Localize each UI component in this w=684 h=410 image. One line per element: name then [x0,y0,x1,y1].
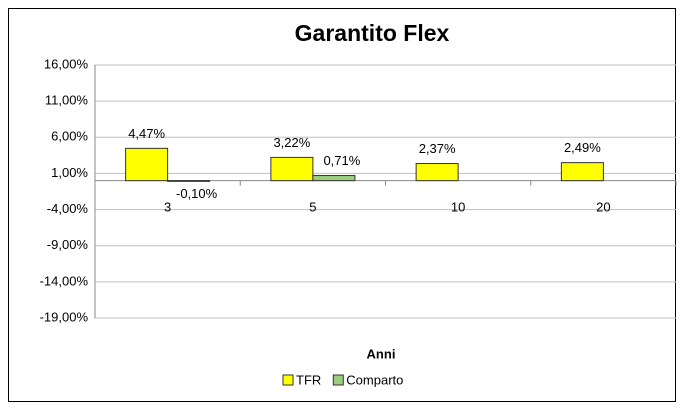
y-tick-label: -9,00% [47,237,89,252]
y-tick-label: 1,00% [51,165,88,180]
x-tick-label: 5 [309,199,316,214]
bar [415,163,459,182]
x-tick-label: 3 [164,199,171,214]
data-label: 0,71% [323,153,360,168]
bar [560,162,604,182]
x-tick-label: 20 [596,199,610,214]
legend-swatch [332,374,344,386]
x-axis-title: Anni [367,346,396,361]
data-label: -0,10% [176,186,218,201]
chart-title: Garantito Flex [295,20,450,46]
y-tick-label: -19,00% [40,309,89,324]
data-label: 3,22% [273,135,310,150]
legend-label: TFR [296,372,321,387]
bar [270,156,314,182]
y-tick-label: -4,00% [47,201,89,216]
bar [312,175,356,182]
y-tick-label: 11,00% [45,93,89,108]
bar [125,147,169,182]
y-tick-label: 16,00% [44,56,89,71]
legend-label: Comparto [346,372,403,387]
data-label: 2,37% [419,141,456,156]
chart-border [8,8,676,402]
data-label: 2,49% [564,140,601,155]
bar [167,180,211,182]
y-tick-label: -14,00% [40,273,89,288]
x-tick-label: 10 [451,199,465,214]
legend-swatch [282,374,294,386]
y-tick-label: 6,00% [51,129,88,144]
data-label: 4,47% [128,126,165,141]
